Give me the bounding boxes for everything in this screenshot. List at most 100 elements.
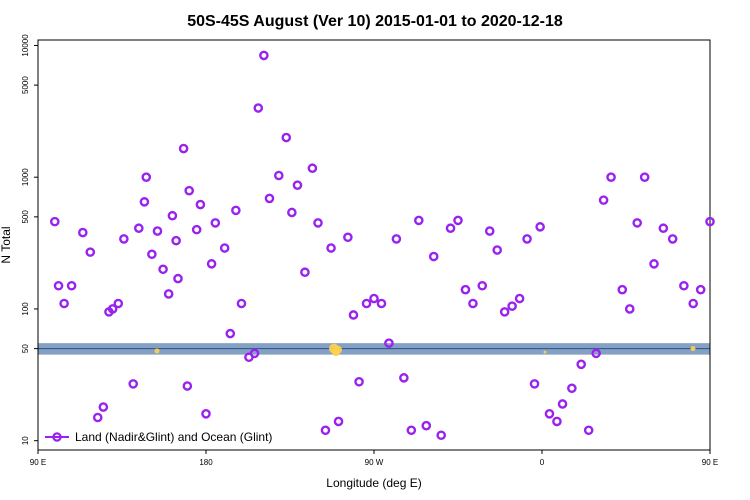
y-tick-label-4: 1000 [21,168,30,186]
band-highlight-3 [332,348,340,357]
data-point-0-62 [428,251,439,262]
data-point-0-43 [292,180,303,190]
data-point-0-65 [453,215,463,226]
data-point-0-4 [78,227,88,238]
x-axis-title: Longitude (deg E) [326,476,421,490]
data-point-0-39 [264,193,275,204]
data-point-0-25 [184,185,194,196]
data-point-0-68 [477,280,488,291]
x-tick-label-3: 0 [540,458,545,467]
x-tick-label-1: 180 [199,458,213,467]
data-point-0-20 [167,210,178,221]
y-tick-label-1: 50 [21,344,30,353]
data-point-0-46 [313,218,323,228]
data-point-0-29 [206,259,217,269]
band-highlight-5 [543,350,547,354]
data-point-0-70 [492,245,503,255]
data-point-0-24 [182,381,193,391]
data-point-0-73 [514,293,525,304]
data-point-0-47 [320,425,331,436]
data-point-0-23 [178,143,189,154]
data-point-0-92 [667,234,678,244]
data-point-0-87 [624,304,635,314]
data-point-0-64 [445,223,456,234]
data-point-0-17 [152,226,163,236]
x-tick-label-4: 90 E [702,458,718,467]
data-point-0-81 [576,359,587,370]
data-point-0-7 [98,402,109,412]
data-point-0-69 [484,226,495,236]
data-point-0-94 [688,298,699,309]
data-point-0-32 [225,328,236,339]
data-point-0-37 [253,103,264,113]
data-point-0-5 [85,247,96,257]
data-point-0-84 [598,195,609,205]
y-tick-label-5: 5000 [21,76,30,94]
data-point-0-83 [591,348,601,359]
data-point-0-86 [617,284,628,295]
data-point-0-96 [705,216,715,227]
data-point-0-31 [219,243,230,253]
x-tick-label-2: 90 W [365,458,384,467]
data-point-0-12 [128,379,138,389]
band-highlight-0 [154,348,160,354]
plot-frame [37,39,711,451]
legend: Land (Nadir&Glint) and Ocean (Glint) [45,430,272,444]
data-point-0-72 [507,301,517,311]
chart-title: 50S-45S August (Ver 10) 2015-01-01 to 20… [187,13,563,30]
data-point-0-56 [384,338,394,348]
data-point-0-78 [552,416,562,427]
legend-label: Land (Nadir&Glint) and Ocean (Glint) [75,430,272,444]
band-highlight-4 [690,346,696,352]
data-point-0-11 [119,234,129,244]
y-tick-label-0: 10 [21,436,30,445]
data-point-0-3 [66,280,77,291]
y-tick-label-6: 10000 [21,34,30,57]
data-point-0-80 [567,383,577,394]
y-tick-label-3: 500 [21,210,30,224]
data-point-0-6 [92,412,103,423]
data-point-0-13 [133,223,144,234]
data-point-0-66 [460,284,471,295]
data-point-0-50 [343,232,353,243]
data-point-0-9 [107,304,118,314]
data-point-0-79 [557,399,568,409]
series-points [50,50,715,441]
legend-marker [52,432,62,442]
data-point-0-57 [391,234,402,244]
data-point-0-45 [307,163,318,174]
data-point-0-42 [287,207,297,218]
data-point-0-44 [300,267,310,278]
y-tick-label-2: 100 [21,302,30,316]
data-point-0-36 [249,348,260,359]
data-point-0-67 [468,298,478,309]
data-point-0-14 [139,197,150,207]
data-point-0-22 [173,273,183,284]
y-axis: 10 50 100 500 1000 5000 10000 [21,34,38,445]
data-point-0-85 [606,172,616,183]
x-tick-label-0: 90 E [30,458,46,467]
data-point-0-18 [158,264,168,275]
data-point-0-76 [535,222,545,232]
data-point-0-30 [210,218,221,228]
data-point-0-77 [544,409,555,419]
data-point-0-59 [406,425,417,436]
data-point-0-88 [632,218,643,228]
data-point-0-15 [141,172,152,183]
data-point-0-10 [113,298,124,309]
data-point-0-1 [53,280,64,291]
data-point-0-90 [649,259,659,269]
data-point-0-53 [361,298,372,309]
data-point-0-71 [499,307,510,317]
data-point-0-58 [399,373,409,383]
data-point-0-60 [413,215,424,226]
data-point-0-2 [59,298,69,309]
data-point-0-63 [436,430,447,441]
data-point-0-61 [421,420,432,431]
data-point-0-89 [639,172,650,183]
data-point-0-41 [281,132,292,143]
data-point-0-93 [679,280,689,291]
data-point-0-82 [583,425,594,436]
data-point-0-49 [333,416,344,427]
